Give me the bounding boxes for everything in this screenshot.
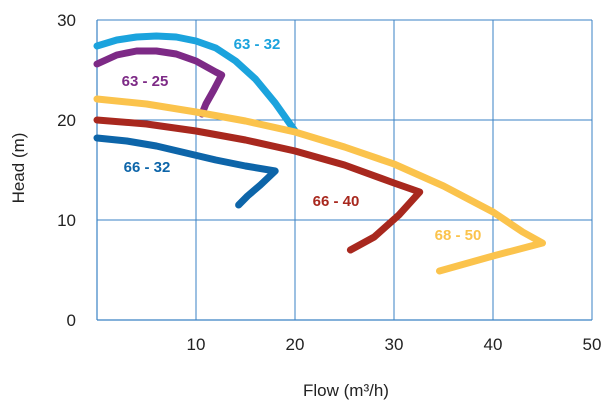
- series-label: 66 - 40: [313, 193, 360, 210]
- y-tick-label: 30: [57, 11, 76, 30]
- series-label: 63 - 32: [234, 36, 281, 53]
- x-tick-label: 30: [385, 335, 404, 354]
- series-label: 63 - 25: [122, 73, 169, 90]
- series-line: [93, 116, 424, 254]
- series-label: 66 - 32: [124, 159, 171, 176]
- x-axis-label: Flow (m³/h): [303, 381, 389, 400]
- axes: 0 10 20 30 10 20 30 40 50: [57, 11, 601, 354]
- y-tick-label: 0: [67, 311, 76, 330]
- x-tick-label: 20: [286, 335, 305, 354]
- y-tick-label: 20: [57, 111, 76, 130]
- x-tick-label: 50: [583, 335, 602, 354]
- series-labels: 63 - 32 63 - 25 68 - 50 66 - 40 66 - 32: [122, 36, 482, 244]
- y-axis-label: Head (m): [9, 133, 28, 204]
- series-line: [93, 95, 546, 275]
- series-line: [93, 134, 279, 209]
- series-label: 68 - 50: [435, 227, 482, 244]
- series-line: [93, 47, 226, 118]
- x-tick-label: 10: [187, 335, 206, 354]
- series-lines: [93, 32, 546, 275]
- grid: [97, 19, 593, 320]
- y-tick-label: 10: [57, 211, 76, 230]
- x-tick-label: 40: [484, 335, 503, 354]
- series-line: [93, 32, 299, 135]
